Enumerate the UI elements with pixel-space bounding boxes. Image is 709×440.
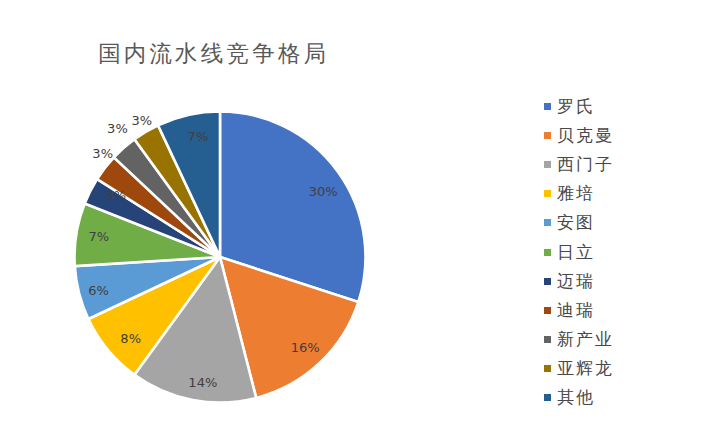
legend-swatch <box>544 365 551 372</box>
legend-label: 西门子 <box>557 156 614 173</box>
legend-swatch <box>544 249 551 256</box>
legend-swatch <box>544 278 551 285</box>
legend-item: 迈瑞 <box>544 267 614 296</box>
legend-item: 安图 <box>544 208 614 237</box>
data-label-7: 3% <box>92 146 113 161</box>
legend-item: 亚辉龙 <box>544 354 614 383</box>
legend-item: 日立 <box>544 237 614 266</box>
legend: 罗氏贝克曼西门子雅培安图日立迈瑞迪瑞新产业亚辉龙其他 <box>544 92 614 412</box>
legend-label: 迪瑞 <box>557 302 595 319</box>
legend-item: 西门子 <box>544 150 614 179</box>
legend-label: 其他 <box>557 389 595 406</box>
data-label-0: 30% <box>309 184 338 199</box>
legend-item: 其他 <box>544 383 614 412</box>
data-label-1: 16% <box>291 340 320 355</box>
legend-label: 安图 <box>557 214 595 231</box>
legend-swatch <box>544 336 551 343</box>
legend-label: 贝克曼 <box>557 127 614 144</box>
data-label-2: 14% <box>188 375 217 390</box>
data-label-6: 3% <box>106 188 127 203</box>
legend-label: 雅培 <box>557 185 595 202</box>
legend-item: 迪瑞 <box>544 296 614 325</box>
data-label-10: 7% <box>188 129 209 144</box>
legend-label: 亚辉龙 <box>557 360 614 377</box>
legend-swatch <box>544 161 551 168</box>
legend-swatch <box>544 190 551 197</box>
legend-swatch <box>544 132 551 139</box>
legend-swatch <box>544 394 551 401</box>
legend-label: 迈瑞 <box>557 273 595 290</box>
legend-item: 罗氏 <box>544 92 614 121</box>
legend-label: 日立 <box>557 244 595 261</box>
data-label-8: 3% <box>107 121 128 136</box>
data-label-5: 7% <box>88 229 109 244</box>
legend-item: 贝克曼 <box>544 121 614 150</box>
legend-swatch <box>544 219 551 226</box>
legend-swatch <box>544 307 551 314</box>
legend-item: 雅培 <box>544 179 614 208</box>
legend-item: 新产业 <box>544 325 614 354</box>
legend-label: 罗氏 <box>557 98 595 115</box>
legend-label: 新产业 <box>557 331 614 348</box>
legend-swatch <box>544 103 551 110</box>
data-label-3: 8% <box>120 331 141 346</box>
data-label-9: 3% <box>132 113 153 128</box>
data-label-4: 6% <box>88 283 109 298</box>
